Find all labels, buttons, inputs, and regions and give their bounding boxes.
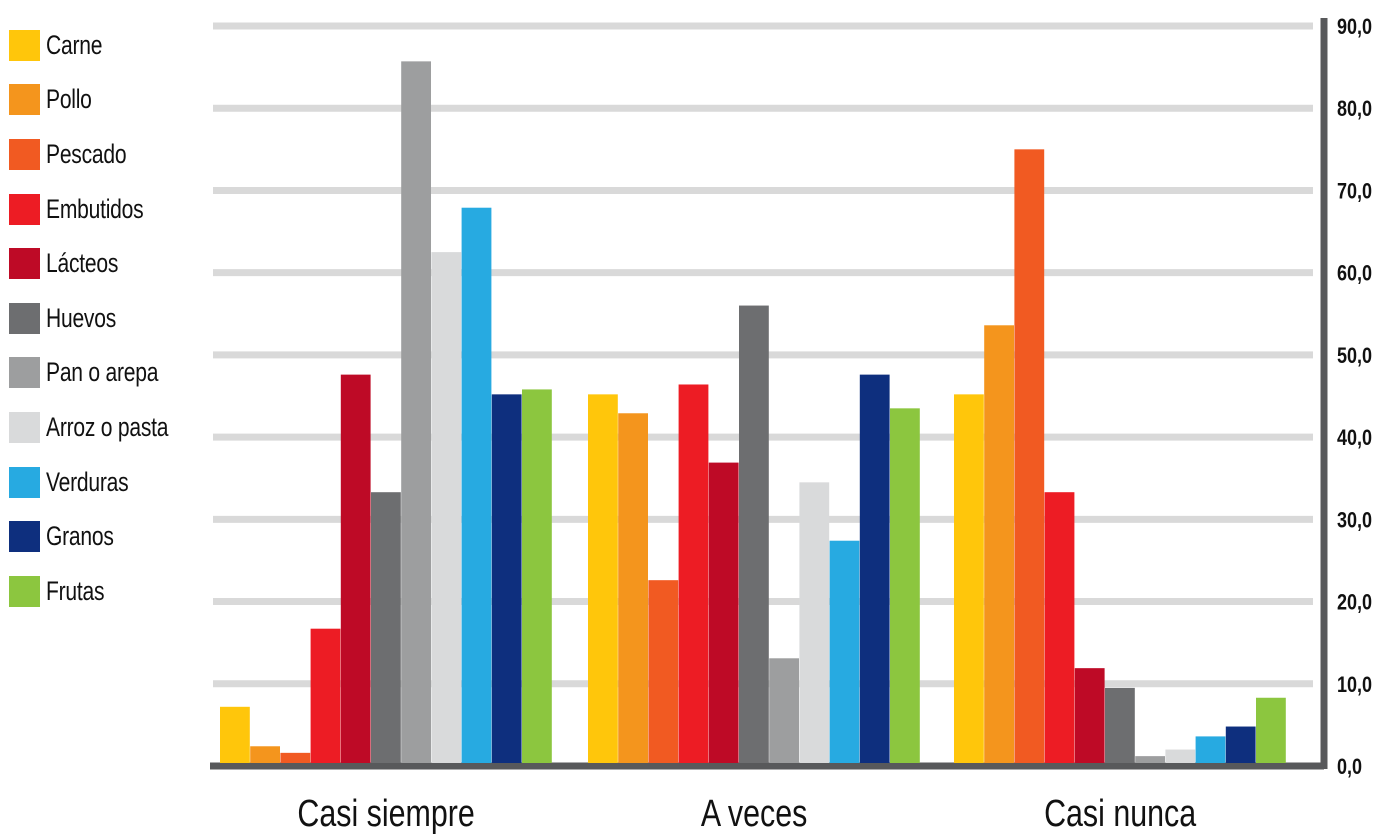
- x-category-label: Casi siempre: [297, 793, 474, 835]
- legend-swatch: [9, 29, 40, 61]
- legend-label: Pollo: [46, 84, 92, 115]
- bar-granos-3: [1225, 726, 1256, 763]
- legend-swatch: [9, 411, 40, 443]
- bar-huevos-3: [1105, 687, 1135, 763]
- bar-pan-o-arepa-2: [769, 658, 799, 763]
- bar-embutidos-1: [310, 628, 341, 763]
- legend-swatch: [9, 84, 40, 116]
- legend-label: Lácteos: [46, 248, 119, 279]
- bar-pescado-1: [280, 752, 311, 763]
- legend-label: Arroz o pasta: [46, 411, 169, 442]
- legend-item: Lácteos: [9, 236, 203, 291]
- legend-label: Huevos: [46, 302, 117, 333]
- legend-swatch: [9, 302, 40, 334]
- bar-verduras-2: [829, 540, 860, 763]
- bar-carne-2: [588, 394, 618, 763]
- legend-item: Pan o arepa: [9, 346, 203, 401]
- legend-item: Verduras: [9, 455, 203, 510]
- bar-huevos-2: [739, 305, 769, 763]
- legend: Carne Pollo Pescado Embutidos Lácteos Huevos P…: [9, 18, 203, 619]
- bar-embutidos-3: [1044, 492, 1075, 763]
- bar-lácteos-1: [340, 374, 371, 763]
- legend-swatch: [9, 357, 40, 389]
- bar-pan-o-arepa-3: [1135, 756, 1165, 763]
- legend-swatch: [9, 466, 40, 498]
- legend-swatch: [9, 193, 40, 225]
- bar-lácteos-3: [1074, 668, 1105, 763]
- legend-swatch: [9, 138, 40, 170]
- bar-embutidos-2: [678, 384, 709, 763]
- bar-pollo-2: [618, 413, 648, 763]
- legend-item: Carne: [9, 18, 203, 73]
- bar-arroz-o-pasta-1: [431, 252, 462, 763]
- legend-item: Pescado: [9, 127, 203, 182]
- legend-item: Arroz o pasta: [9, 400, 203, 455]
- legend-label: Carne: [46, 29, 103, 60]
- legend-item: Frutas: [9, 564, 203, 619]
- legend-item: Embutidos: [9, 182, 203, 237]
- legend-label: Embutidos: [46, 193, 144, 224]
- legend-label: Pescado: [46, 138, 127, 169]
- y-tick-label: 50,0: [1337, 344, 1372, 368]
- bar-pollo-3: [984, 325, 1014, 763]
- bar-granos-1: [491, 394, 522, 763]
- x-category-label: Casi nunca: [1044, 793, 1197, 835]
- y-tick-label: 10,0: [1337, 673, 1372, 697]
- bar-pescado-2: [648, 580, 679, 763]
- bar-pollo-1: [250, 746, 280, 763]
- y-tick-label: 90,0: [1337, 15, 1372, 39]
- legend-label: Frutas: [46, 575, 105, 606]
- y-tick-label: 80,0: [1337, 98, 1372, 122]
- bar-lácteos-2: [708, 462, 739, 763]
- bar-pescado-3: [1014, 149, 1045, 764]
- bar-huevos-1: [371, 492, 401, 763]
- legend-label: Granos: [46, 521, 114, 552]
- legend-item: Pollo: [9, 73, 203, 128]
- bar-frutas-3: [1256, 697, 1286, 763]
- legend-swatch: [9, 575, 40, 607]
- y-tick-label: 30,0: [1337, 509, 1372, 533]
- y-tick-label: 40,0: [1337, 427, 1372, 451]
- legend-swatch: [9, 248, 40, 280]
- legend-label: Verduras: [46, 466, 129, 497]
- bar-verduras-3: [1195, 736, 1226, 763]
- x-category-label: A veces: [701, 793, 807, 835]
- bar-pan-o-arepa-1: [401, 61, 431, 764]
- legend-item: Huevos: [9, 291, 203, 346]
- y-tick-label: 70,0: [1337, 180, 1372, 204]
- y-tick-label: 60,0: [1337, 262, 1372, 286]
- bar-arroz-o-pasta-3: [1165, 749, 1196, 763]
- legend-label: Pan o arepa: [46, 357, 159, 388]
- y-tick-label: 20,0: [1337, 591, 1372, 615]
- bar-frutas-2: [890, 408, 920, 763]
- legend-item: Granos: [9, 509, 203, 564]
- bar-carne-1: [220, 706, 250, 763]
- bar-frutas-1: [522, 389, 552, 763]
- y-tick-label: 0,0: [1337, 755, 1362, 779]
- bar-granos-2: [859, 374, 890, 763]
- legend-swatch: [9, 521, 40, 553]
- bar-arroz-o-pasta-2: [799, 482, 830, 763]
- bar-carne-3: [954, 394, 984, 763]
- bar-verduras-1: [461, 207, 492, 763]
